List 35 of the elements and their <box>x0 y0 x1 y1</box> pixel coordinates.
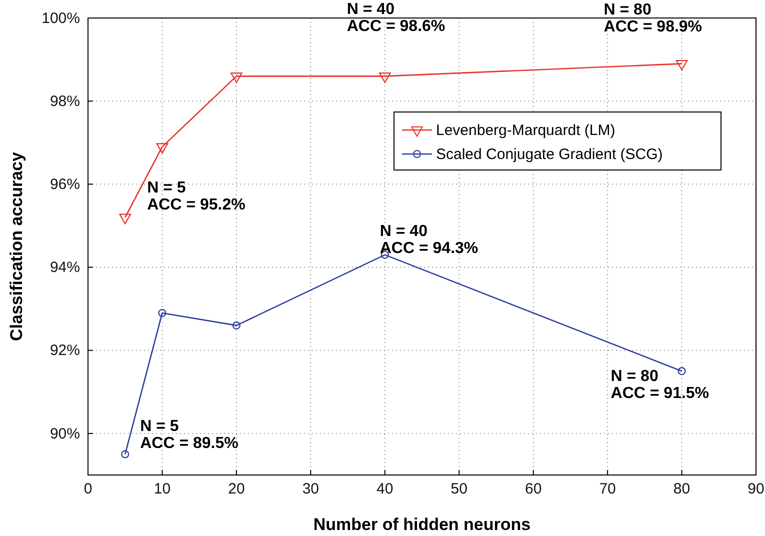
x-tick-label: 70 <box>599 480 616 498</box>
y-tick-label: 90% <box>50 425 80 442</box>
x-tick-label: 80 <box>673 480 690 498</box>
x-tick-label: 0 <box>84 480 92 498</box>
point <box>121 450 130 458</box>
y-tick-label: 92% <box>50 342 80 360</box>
x-tick-label: 10 <box>154 480 171 498</box>
legend-label: Scaled Conjugate Gradient (SCG) <box>436 146 663 163</box>
y-tick-label: 100% <box>42 10 80 27</box>
annotation: N = 40 ACC = 98.6% <box>346 1 446 36</box>
legend-label: Levenberg-Marquardt (LM) <box>436 122 616 139</box>
annotation: N = 5 ACC = 95.2% <box>147 179 246 214</box>
point <box>156 143 168 154</box>
annotation: N = 5 ACC = 89.5% <box>140 418 238 452</box>
y-tick-label: 98% <box>50 92 80 110</box>
point <box>232 321 240 330</box>
annotation: N = 40 ACC = 94.3% <box>380 222 478 257</box>
point <box>230 72 242 83</box>
point <box>119 214 132 224</box>
x-tick-label: 60 <box>524 480 542 498</box>
point <box>158 308 166 317</box>
y-axis-title: Classification accuracy <box>7 151 26 341</box>
annotation: N = 80 ACC = 98.9% <box>604 2 702 36</box>
y-tick-label: 94% <box>50 259 80 276</box>
point <box>378 72 391 83</box>
x-tick-label: 50 <box>450 480 468 498</box>
x-tick-label: 20 <box>228 480 245 498</box>
point <box>676 60 688 70</box>
x-tick-label: 40 <box>376 480 394 498</box>
x-axis-title: Number of hidden neurons <box>313 515 531 534</box>
x-tick-label: 90 <box>748 480 764 498</box>
annotation: N = 80 ACC = 91.5% <box>610 368 710 402</box>
x-tick-label: 30 <box>302 480 320 498</box>
point <box>678 367 686 376</box>
y-tick-label: 96% <box>50 176 80 193</box>
